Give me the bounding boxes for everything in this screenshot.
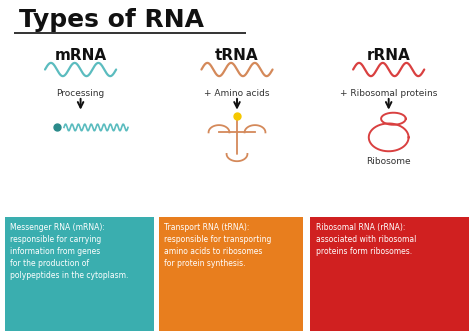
Text: Transport RNA (tRNA):
responsible for transporting
amino acids to ribosomes
for : Transport RNA (tRNA): responsible for tr… (164, 223, 272, 268)
FancyBboxPatch shape (5, 217, 154, 331)
Text: Messenger RNA (mRNA):
responsible for carrying
information from genes
for the pr: Messenger RNA (mRNA): responsible for ca… (10, 223, 129, 280)
FancyBboxPatch shape (310, 217, 469, 331)
Text: rRNA: rRNA (367, 48, 410, 63)
Text: mRNA: mRNA (55, 48, 107, 63)
Text: + Ribosomal proteins: + Ribosomal proteins (340, 89, 438, 98)
FancyBboxPatch shape (159, 217, 303, 331)
Text: Ribosome: Ribosome (366, 157, 411, 166)
Text: Types of RNA: Types of RNA (19, 8, 204, 32)
Text: Processing: Processing (56, 89, 105, 98)
Text: tRNA: tRNA (215, 48, 259, 63)
Text: + Amino acids: + Amino acids (204, 89, 270, 98)
Text: Ribosomal RNA (rRNA):
associated with ribosomal
proteins form ribosomes.: Ribosomal RNA (rRNA): associated with ri… (316, 223, 417, 256)
